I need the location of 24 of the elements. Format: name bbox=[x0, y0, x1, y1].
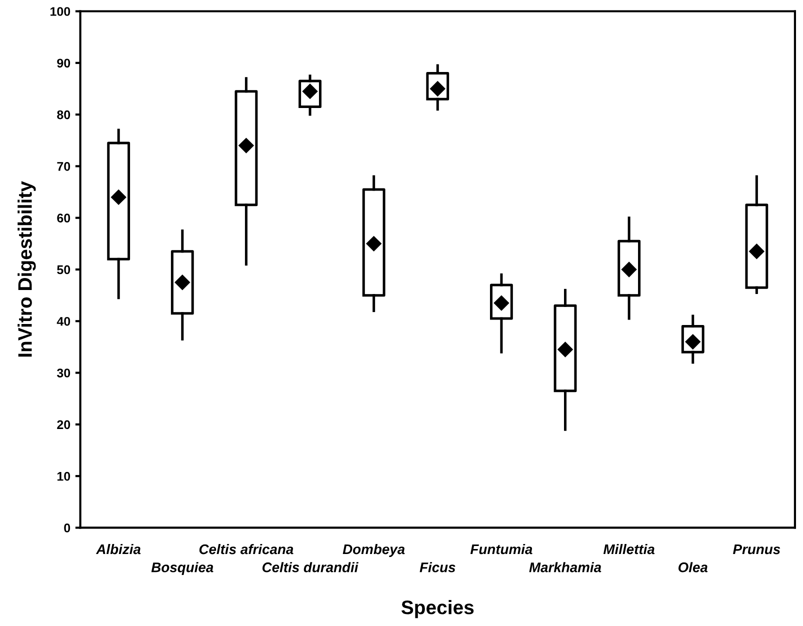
y-tick-label: 80 bbox=[57, 110, 70, 120]
x-tick-label: Celtis africana bbox=[199, 544, 294, 554]
x-tick-label: Dombeya bbox=[342, 544, 405, 557]
x-tick-label: Ficus bbox=[420, 562, 456, 572]
x-tick-label: Prunus bbox=[733, 544, 780, 554]
y-tick-label: 50 bbox=[57, 265, 70, 274]
x-tick-label: Albizia bbox=[96, 544, 141, 554]
y-tick-label: 60 bbox=[57, 214, 70, 222]
x-tick-label: Millettia bbox=[603, 544, 655, 554]
y-tick-label: 100 bbox=[50, 7, 70, 16]
x-tick-label: Funtumia bbox=[470, 544, 532, 554]
y-tick-label: 90 bbox=[57, 58, 70, 68]
x-axis-title: Species bbox=[401, 600, 474, 618]
y-tick-label: 20 bbox=[57, 420, 70, 430]
x-tick-label: Olea bbox=[678, 562, 708, 572]
y-tick-label: 10 bbox=[57, 472, 70, 481]
x-tick-label: Celtis durandii bbox=[262, 562, 358, 572]
y-tick-label: 30 bbox=[56, 368, 70, 378]
y-tick-label: 0 bbox=[64, 524, 70, 532]
y-axis-title: InVitro Digestibility bbox=[18, 181, 36, 357]
x-tick-label: Markhamia bbox=[529, 562, 602, 572]
y-tick-label: 70 bbox=[57, 162, 70, 171]
y-tick-label: 40 bbox=[56, 316, 70, 326]
x-tick-label: Bosquiea bbox=[151, 562, 214, 576]
